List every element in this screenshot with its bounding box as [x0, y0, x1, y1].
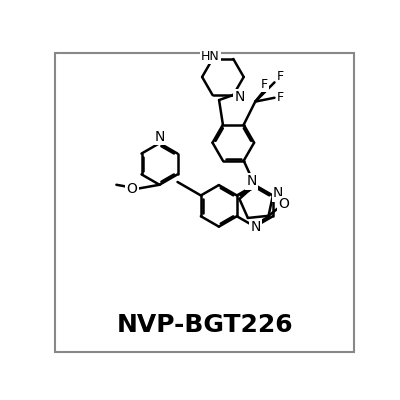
Text: N: N [234, 90, 245, 104]
Text: N: N [250, 220, 261, 234]
Text: F: F [277, 70, 284, 83]
Text: HN: HN [201, 50, 220, 63]
Text: N: N [247, 174, 257, 188]
Text: N: N [273, 186, 284, 200]
Text: O: O [278, 197, 289, 211]
Text: NVP-BGT226: NVP-BGT226 [117, 313, 293, 337]
Text: F: F [261, 78, 268, 91]
Text: N: N [154, 130, 165, 144]
Text: F: F [277, 91, 284, 104]
Text: O: O [126, 182, 137, 196]
